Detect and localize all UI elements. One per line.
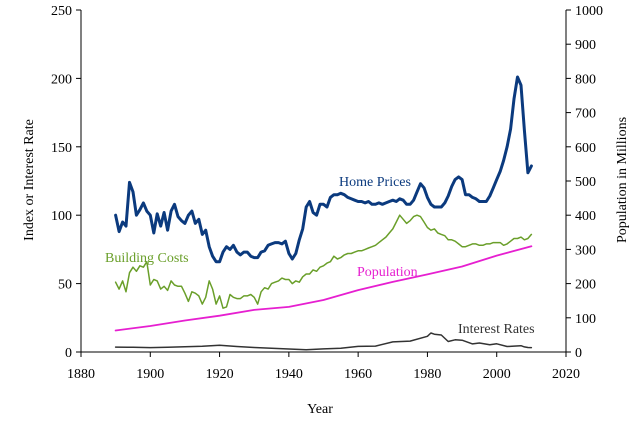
series-labels: Home Prices Building Costs Population Inter… [105, 175, 535, 337]
building-costs-line [114, 214, 533, 309]
y-right-tick-label: 400 [575, 209, 596, 224]
interest-rates-label: Interest Rates [458, 322, 535, 337]
series-lines [114, 75, 533, 351]
y-right-tick-label: 1000 [575, 4, 603, 19]
y-right-tick-label: 300 [575, 243, 596, 258]
population-line [114, 245, 533, 332]
axes: 1880 1900 1920 1940 1960 1980 2000 202005010015… [51, 4, 603, 382]
y-left-tick-label: 100 [51, 209, 72, 224]
y-left-tick-label: 150 [51, 141, 72, 156]
home-prices-line [114, 75, 533, 264]
y-left-tick-label: 200 [51, 72, 72, 87]
y-right-tick-label: 500 [575, 175, 596, 190]
y-right-tick-label: 0 [575, 346, 582, 361]
y-left-tick-label: 50 [58, 278, 72, 293]
y-axis-left-title: Index or Interest Rate [22, 119, 37, 241]
x-tick-label: 1920 [206, 367, 234, 382]
population-label: Population [357, 265, 418, 280]
x-tick-label: 1940 [275, 367, 303, 382]
y-right-tick-label: 700 [575, 107, 596, 122]
building-costs-label: Building Costs [105, 251, 189, 266]
home-prices-label: Home Prices [339, 175, 411, 190]
x-tick-label: 1880 [67, 367, 95, 382]
x-tick-label: 1900 [136, 367, 164, 382]
y-right-tick-label: 600 [575, 141, 596, 156]
x-axis-title: Year [307, 402, 333, 417]
y-right-tick-label: 800 [575, 72, 596, 87]
y-axis-right-title: Population in Millions [615, 117, 630, 243]
y-left-tick-label: 0 [65, 346, 72, 361]
x-tick-label: 2000 [483, 367, 511, 382]
y-right-tick-label: 900 [575, 38, 596, 53]
y-right-tick-label: 200 [575, 278, 596, 293]
x-tick-label: 2020 [552, 367, 580, 382]
y-right-tick-label: 100 [575, 312, 596, 327]
x-tick-label: 1960 [344, 367, 372, 382]
y-left-tick-label: 250 [51, 4, 72, 19]
x-tick-label: 1980 [413, 367, 441, 382]
interest-rates-line [114, 332, 533, 351]
